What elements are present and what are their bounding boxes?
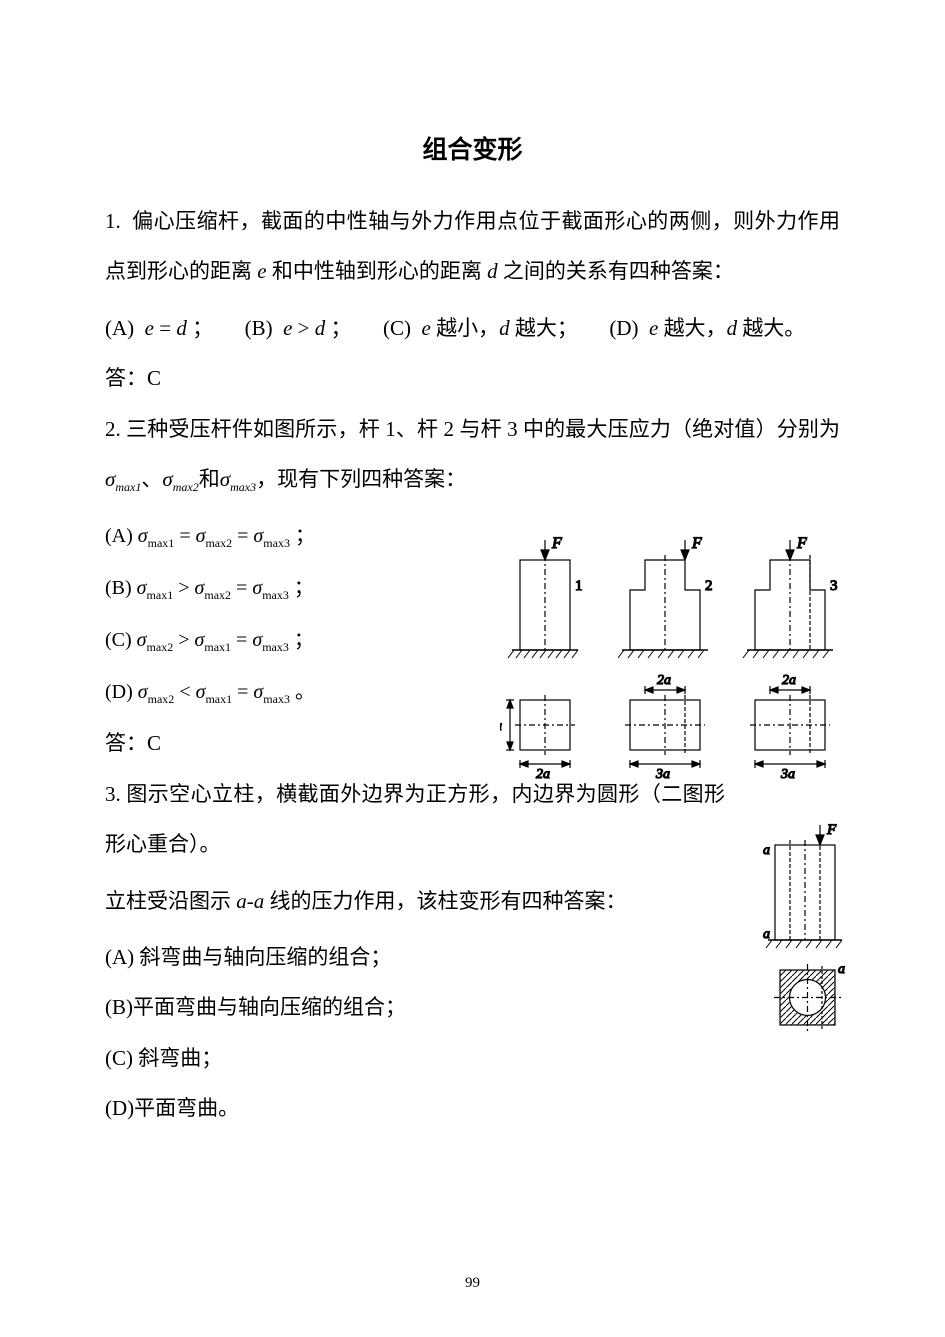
q3-optC: (C) 斜弯曲；	[105, 1033, 840, 1083]
q2-f3-label: F	[796, 535, 807, 552]
q2-stem-b: ，现有下列四种答案：	[256, 467, 466, 491]
q2-f1-label: F	[551, 535, 562, 552]
q2-optC-label: (C)	[105, 629, 132, 651]
q2-dim-top3: 2a	[782, 673, 796, 688]
q2-dim-w3: 3a	[780, 767, 795, 782]
q2-figure: F 1 F 2	[500, 530, 860, 790]
q3-optD: (D)平面弯曲。	[105, 1083, 840, 1133]
q2-stem-a: 2. 三种受压杆件如图所示，杆 1、杆 2 与杆 3 中的最大压应力（绝对值）分…	[105, 417, 840, 441]
q3-f-label: F	[826, 822, 837, 838]
q2-bar3-label: 3	[830, 578, 838, 594]
q1-options: (A) e = d ； (B) e > d ； (C) e 越小，d 越大； (…	[105, 303, 840, 353]
q1-stem-text: 1. 偏心压缩杆，截面的中性轴与外力作用点位于截面形心的两侧，则外力作用点到形心…	[105, 209, 840, 283]
page-number: 99	[0, 1275, 945, 1292]
q2-dim-w1: 2a	[536, 767, 550, 782]
q2-stem: 2. 三种受压杆件如图所示，杆 1、杆 2 与杆 3 中的最大压应力（绝对值）分…	[105, 404, 840, 505]
q2-dim-h1: 2a	[500, 719, 502, 734]
q3-a-top: a	[763, 843, 770, 858]
q2-dim-w2: 3a	[655, 767, 670, 782]
q3-figure: F a a	[760, 820, 860, 1030]
q1-stem: 1. 偏心压缩杆，截面的中性轴与外力作用点位于截面形心的两侧，则外力作用点到形心…	[105, 196, 840, 297]
q2-sigma2: σmax2	[162, 467, 198, 491]
q3-optB: (B)平面弯曲与轴向压缩的组合；	[105, 982, 840, 1032]
q2-bar2-label: 2	[705, 578, 713, 594]
q2-f2-label: F	[691, 535, 702, 552]
q2-bar1-label: 1	[575, 578, 583, 594]
q2-sep1: 、	[141, 467, 162, 491]
q1-optA: (A) e = d ；	[105, 316, 213, 340]
q1-answer: 答：C	[105, 353, 840, 403]
page-title: 组合变形	[105, 130, 840, 166]
q2-optB-label: (B)	[105, 577, 132, 599]
q2-optA-label: (A)	[105, 525, 133, 547]
q1-optB: (B) e > d ；	[245, 316, 352, 340]
q3-stem2: 立柱受沿图示 a-a 线的压力作用，该柱变形有四种答案：	[105, 876, 725, 926]
q2-dim-top2: 2a	[657, 673, 671, 688]
q2-sep2: 和	[199, 467, 220, 491]
q2-optD-label: (D)	[105, 681, 133, 703]
q2-sigma3: σmax3	[220, 467, 256, 491]
q1-optC: (C) e 越小，d 越大；	[383, 316, 578, 340]
q2-sigma1: σmax1	[105, 467, 141, 491]
q3-sec-a: a	[838, 962, 845, 977]
q3-optA: (A) 斜弯曲与轴向压缩的组合；	[105, 932, 840, 982]
q1-optD: (D) e 越大，d 越大。	[609, 316, 805, 340]
